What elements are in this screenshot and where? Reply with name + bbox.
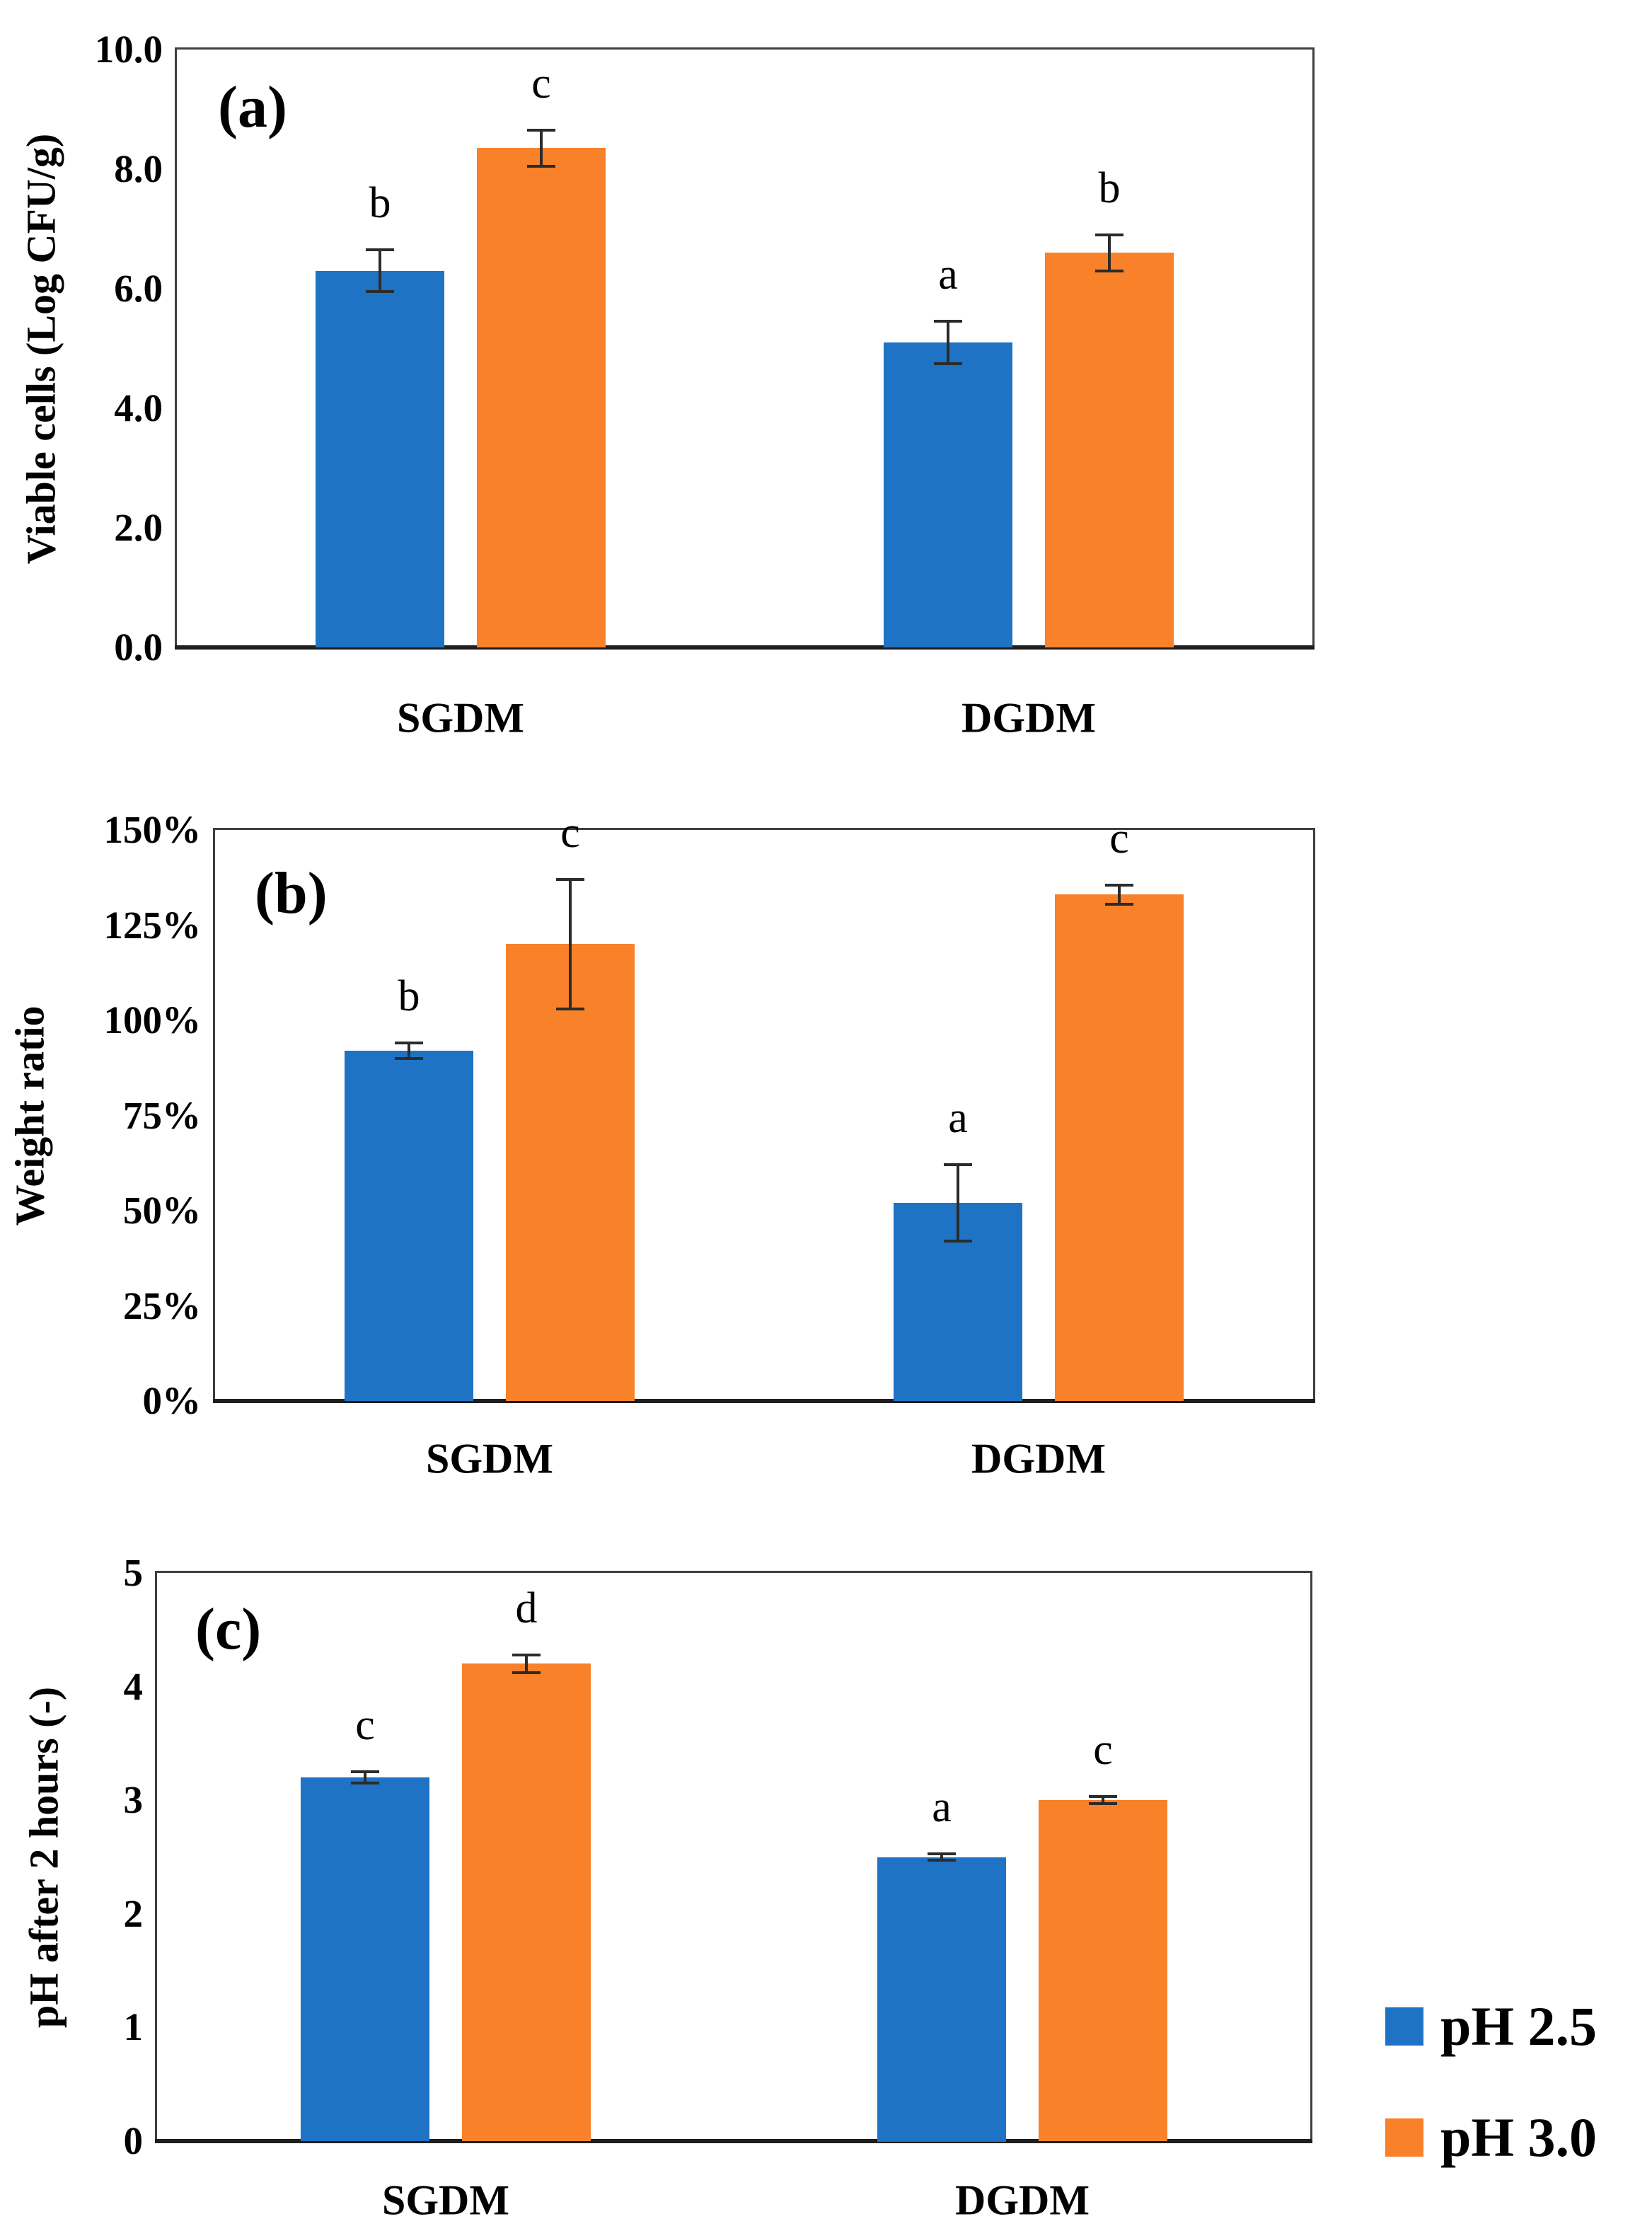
y-tick-label-a-100: 10.0 — [94, 28, 163, 71]
error-bar-cap-bottom-bar-a-sgdm-pH25 — [366, 290, 394, 293]
legend-label-ph-3-0: pH 3.0 — [1440, 2106, 1598, 2168]
legend-swatch-ph-3-0 — [1385, 2118, 1423, 2157]
error-bar-cap-bottom-bar-b-sgdm-pH25 — [395, 1057, 423, 1060]
error-bar-line-bar-b-sgdm-pH25 — [408, 1043, 410, 1059]
x-category-label-b-dgdm: DGDM — [971, 1435, 1106, 1482]
bar-c-dgdm-pH30 — [1039, 1800, 1167, 2141]
sig-letter-bar-c-sgdm-pH30: d — [515, 1584, 538, 1632]
error-bar-cap-bottom-bar-a-dgdm-pH25 — [934, 362, 962, 365]
bar-b-dgdm-pH30 — [1055, 894, 1184, 1401]
error-bar-cap-bottom-bar-b-dgdm-pH25 — [944, 1240, 972, 1242]
panel-label-a: (a) — [218, 74, 287, 140]
error-bar-cap-bottom-bar-b-dgdm-pH30 — [1105, 903, 1133, 906]
panel-label-b: (b) — [255, 860, 328, 926]
sig-letter-bar-b-sgdm-pH30: c — [560, 809, 580, 857]
y-tick-label-c-3: 3 — [123, 1778, 144, 1821]
y-tick-label-c-0: 0 — [123, 2119, 144, 2162]
legend-label-ph-2-5: pH 2.5 — [1440, 1995, 1598, 2057]
sig-letter-bar-b-dgdm-pH30: c — [1109, 814, 1129, 863]
error-bar-cap-bottom-bar-c-sgdm-pH30 — [512, 1671, 541, 1674]
panel-label-c: (c) — [195, 1596, 262, 1662]
error-bar-cap-top-bar-b-sgdm-pH25 — [395, 1042, 423, 1044]
sig-letter-bar-a-dgdm-pH30: b — [1098, 164, 1121, 212]
sig-letter-bar-c-dgdm-pH30: c — [1093, 1726, 1113, 1774]
legend-item-ph-2-5: pH 2.5 — [1385, 1998, 1597, 2055]
sig-letter-bar-a-dgdm-pH25: a — [938, 250, 958, 299]
error-bar-cap-top-bar-a-dgdm-pH30 — [1095, 233, 1124, 236]
error-bar-cap-top-bar-b-sgdm-pH30 — [556, 878, 584, 881]
error-bar-line-bar-b-dgdm-pH25 — [957, 1165, 959, 1241]
bar-c-dgdm-pH25 — [877, 1857, 1006, 2142]
bar-a-dgdm-pH30 — [1045, 253, 1174, 647]
sig-letter-bar-a-sgdm-pH30: c — [531, 59, 551, 108]
error-bar-line-bar-b-sgdm-pH30 — [569, 880, 572, 1009]
error-bar-cap-top-bar-b-dgdm-pH25 — [944, 1163, 972, 1166]
bar-c-sgdm-pH25 — [301, 1777, 429, 2141]
error-bar-cap-top-bar-a-dgdm-pH25 — [934, 320, 962, 323]
y-tick-label-c-5: 5 — [123, 1551, 144, 1594]
y-tick-label-a-20: 2.0 — [114, 506, 163, 549]
y-tick-label-a-00: 0.0 — [114, 625, 163, 669]
sig-letter-bar-b-sgdm-pH25: b — [398, 972, 420, 1020]
y-tick-label-c-1: 1 — [123, 2005, 144, 2048]
error-bar-line-bar-c-sgdm-pH25 — [364, 1772, 366, 1783]
y-tick-label-a-40: 4.0 — [114, 386, 163, 429]
x-category-label-c-dgdm: DGDM — [955, 2176, 1090, 2224]
error-bar-cap-bottom-bar-a-dgdm-pH30 — [1095, 270, 1124, 272]
y-axis-title-c: pH after 2 hours (-) — [21, 1686, 67, 2029]
y-tick-label-c-4: 4 — [123, 1665, 144, 1708]
y-tick-label-a-80: 8.0 — [114, 147, 163, 190]
x-category-label-c-sgdm: SGDM — [382, 2176, 509, 2224]
bar-c-sgdm-pH30 — [462, 1663, 591, 2141]
error-bar-cap-top-bar-c-sgdm-pH30 — [512, 1654, 541, 1656]
x-axis-line-c — [155, 2139, 1312, 2143]
error-bar-line-bar-a-sgdm-pH30 — [540, 130, 543, 166]
error-bar-cap-top-bar-c-sgdm-pH25 — [351, 1770, 379, 1773]
y-tick-label-b-125: 125% — [103, 904, 202, 947]
x-category-label-a-dgdm: DGDM — [961, 694, 1096, 742]
error-bar-line-bar-c-dgdm-pH30 — [1102, 1797, 1104, 1804]
error-bar-cap-bottom-bar-c-dgdm-pH30 — [1089, 1802, 1117, 1805]
error-bar-line-bar-b-dgdm-pH30 — [1118, 885, 1121, 904]
bar-b-sgdm-pH30 — [506, 944, 635, 1401]
y-tick-label-b-100: 100% — [103, 998, 202, 1042]
bar-a-sgdm-pH30 — [477, 148, 606, 647]
error-bar-cap-top-bar-a-sgdm-pH25 — [366, 248, 394, 251]
error-bar-cap-bottom-bar-c-sgdm-pH25 — [351, 1782, 379, 1784]
y-tick-label-b-25: 25% — [123, 1284, 201, 1327]
y-tick-label-b-75: 75% — [123, 1094, 201, 1137]
bar-b-sgdm-pH25 — [345, 1051, 473, 1401]
error-bar-cap-top-bar-c-dgdm-pH30 — [1089, 1795, 1117, 1798]
x-category-label-a-sgdm: SGDM — [397, 694, 524, 742]
legend-item-ph-3-0: pH 3.0 — [1385, 2109, 1597, 2166]
sig-letter-bar-c-sgdm-pH25: c — [355, 1701, 375, 1749]
error-bar-line-bar-a-sgdm-pH25 — [379, 250, 381, 292]
sig-letter-bar-c-dgdm-pH25: a — [932, 1783, 952, 1831]
error-bar-cap-top-bar-a-sgdm-pH30 — [527, 129, 555, 132]
bar-a-dgdm-pH25 — [884, 342, 1012, 647]
bar-a-sgdm-pH25 — [316, 271, 444, 647]
error-bar-cap-top-bar-c-dgdm-pH25 — [928, 1852, 956, 1855]
y-tick-label-b-0: 0% — [142, 1379, 202, 1422]
x-axis-line-b — [213, 1399, 1315, 1403]
sig-letter-bar-b-dgdm-pH25: a — [948, 1094, 968, 1142]
error-bar-cap-top-bar-b-dgdm-pH30 — [1105, 884, 1133, 887]
y-tick-label-b-50: 50% — [123, 1189, 201, 1232]
error-bar-line-bar-a-dgdm-pH30 — [1108, 235, 1111, 271]
y-tick-label-c-2: 2 — [123, 1892, 144, 1935]
error-bar-cap-bottom-bar-c-dgdm-pH25 — [928, 1859, 956, 1862]
y-axis-title-a: Viable cells (Log CFU/g) — [18, 133, 64, 565]
error-bar-cap-bottom-bar-b-sgdm-pH30 — [556, 1008, 584, 1010]
error-bar-line-bar-a-dgdm-pH25 — [947, 321, 949, 363]
legend-swatch-ph-2-5 — [1385, 2007, 1423, 2046]
y-tick-label-a-60: 6.0 — [114, 267, 163, 310]
error-bar-cap-bottom-bar-a-sgdm-pH30 — [527, 165, 555, 168]
error-bar-line-bar-c-dgdm-pH25 — [940, 1854, 943, 1861]
sig-letter-bar-a-sgdm-pH25: b — [369, 179, 391, 227]
error-bar-line-bar-c-sgdm-pH30 — [525, 1655, 528, 1673]
x-category-label-b-sgdm: SGDM — [426, 1435, 553, 1482]
y-tick-label-b-150: 150% — [103, 808, 202, 851]
x-axis-line-a — [175, 645, 1315, 650]
